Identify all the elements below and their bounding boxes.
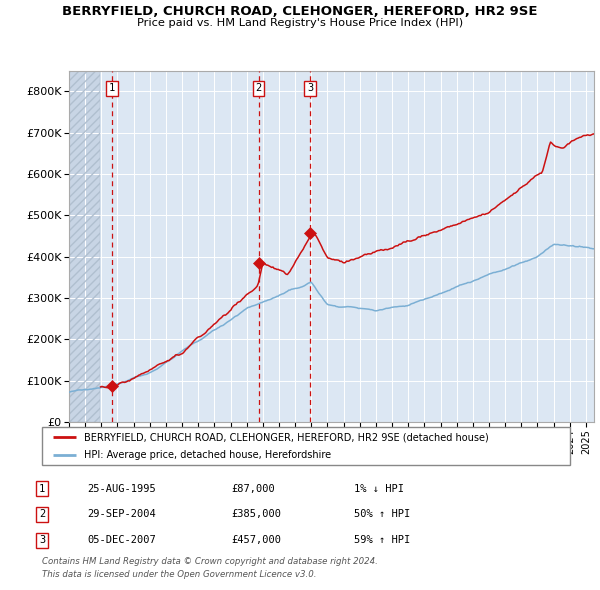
Text: 2: 2 — [256, 83, 262, 93]
Text: 59% ↑ HPI: 59% ↑ HPI — [354, 536, 410, 545]
Text: Contains HM Land Registry data © Crown copyright and database right 2024.: Contains HM Land Registry data © Crown c… — [42, 558, 378, 566]
Text: 1: 1 — [109, 83, 115, 93]
Text: Price paid vs. HM Land Registry's House Price Index (HPI): Price paid vs. HM Land Registry's House … — [137, 18, 463, 28]
Text: 1% ↓ HPI: 1% ↓ HPI — [354, 484, 404, 493]
Text: BERRYFIELD, CHURCH ROAD, CLEHONGER, HEREFORD, HR2 9SE (detached house): BERRYFIELD, CHURCH ROAD, CLEHONGER, HERE… — [84, 432, 489, 442]
Text: 2: 2 — [39, 510, 45, 519]
Text: This data is licensed under the Open Government Licence v3.0.: This data is licensed under the Open Gov… — [42, 571, 317, 579]
Text: BERRYFIELD, CHURCH ROAD, CLEHONGER, HEREFORD, HR2 9SE: BERRYFIELD, CHURCH ROAD, CLEHONGER, HERE… — [62, 5, 538, 18]
Text: 50% ↑ HPI: 50% ↑ HPI — [354, 510, 410, 519]
Text: 05-DEC-2007: 05-DEC-2007 — [87, 536, 156, 545]
Text: £457,000: £457,000 — [231, 536, 281, 545]
Text: 25-AUG-1995: 25-AUG-1995 — [87, 484, 156, 493]
Text: 3: 3 — [39, 536, 45, 545]
Text: 1: 1 — [39, 484, 45, 493]
Text: HPI: Average price, detached house, Herefordshire: HPI: Average price, detached house, Here… — [84, 450, 331, 460]
Text: 3: 3 — [307, 83, 313, 93]
Text: 29-SEP-2004: 29-SEP-2004 — [87, 510, 156, 519]
FancyBboxPatch shape — [42, 427, 570, 465]
Text: £385,000: £385,000 — [231, 510, 281, 519]
Text: £87,000: £87,000 — [231, 484, 275, 493]
